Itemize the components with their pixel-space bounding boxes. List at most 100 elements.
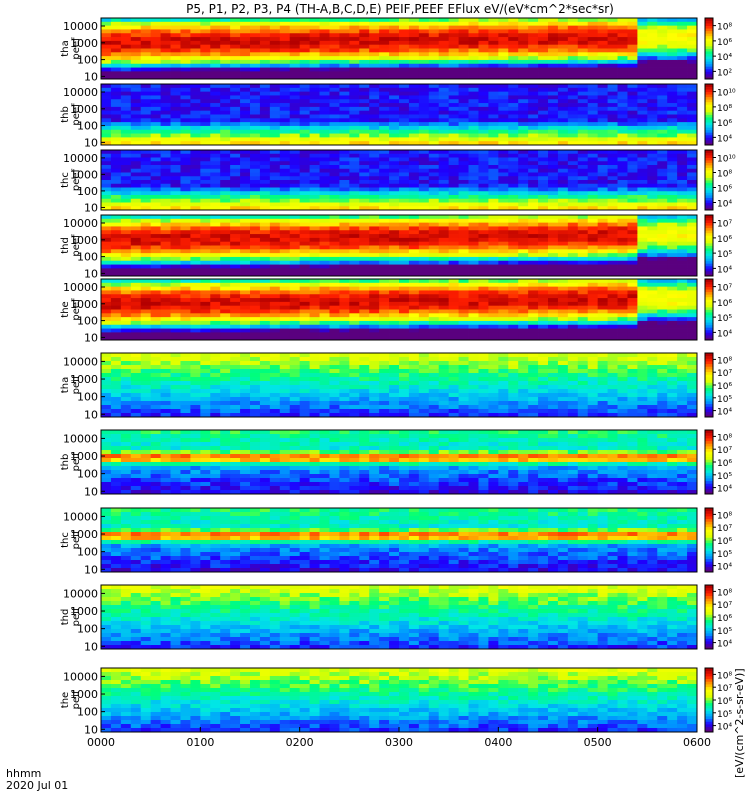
heatmap-cell [428, 264, 440, 269]
heatmap-cell [230, 320, 241, 326]
heatmap-cell [428, 153, 440, 158]
heatmap-cell [230, 71, 241, 76]
heatmap-cell [528, 40, 539, 46]
heatmap-cell [210, 234, 221, 239]
heatmap-cell [408, 222, 420, 227]
heatmap-cell [349, 87, 360, 93]
heatmap-cell [677, 202, 688, 207]
heatmap-cell [399, 191, 410, 196]
heatmap-cell [269, 226, 281, 231]
heatmap-cell [657, 122, 668, 127]
heatmap-cell [478, 336, 489, 341]
heatmap-cell [349, 48, 360, 53]
heatmap-cell [349, 67, 360, 72]
heatmap-cell [220, 282, 231, 288]
heatmap-cell [120, 118, 132, 123]
heatmap-cell [349, 241, 360, 246]
heatmap-cell [577, 237, 589, 243]
heatmap-cell [170, 309, 181, 314]
heatmap-cell [617, 215, 628, 220]
heatmap-cell [289, 59, 301, 65]
heatmap-cell [498, 268, 509, 273]
heatmap-cell [548, 52, 559, 57]
heatmap-cell [667, 103, 678, 108]
heatmap-cell [379, 161, 390, 166]
heatmap-cell [220, 52, 231, 57]
heatmap-cell [180, 40, 191, 46]
heatmap-cell [428, 21, 440, 27]
heatmap-cell [101, 180, 112, 185]
heatmap-cell [408, 260, 420, 265]
heatmap-cell [190, 328, 201, 333]
heatmap-cell [200, 168, 211, 173]
heatmap-cell [538, 191, 549, 196]
heatmap-cell [389, 324, 400, 329]
heatmap-cell [667, 59, 678, 65]
heatmap-cell [359, 198, 370, 203]
heatmap-cell [399, 137, 410, 142]
heatmap-cell [309, 91, 320, 96]
heatmap-cell [210, 25, 221, 30]
heatmap-cell [528, 59, 539, 65]
heatmap-cell [140, 290, 152, 295]
heatmap-cell [150, 122, 161, 127]
heatmap-cell [170, 286, 181, 291]
heatmap-cell [130, 298, 142, 303]
heatmap-cell [657, 137, 668, 142]
heatmap-cell [408, 67, 420, 72]
colorbar-tick-label: 10⁴ [717, 53, 732, 63]
heatmap-cell [150, 87, 161, 93]
heatmap-cell [637, 91, 648, 96]
heatmap-cell [250, 317, 261, 322]
heatmap-cell [448, 18, 459, 23]
heatmap-cell [180, 191, 191, 196]
heatmap-cell [587, 234, 599, 239]
heatmap-cell [488, 129, 499, 134]
heatmap-cell [617, 180, 628, 185]
heatmap-cell [637, 332, 648, 337]
heatmap-cell [101, 25, 112, 30]
heatmap-cell [468, 249, 479, 254]
heatmap-cell [259, 129, 271, 134]
heatmap-cell [349, 99, 360, 104]
heatmap-cell [279, 168, 291, 173]
heatmap-cell [408, 320, 420, 326]
heatmap-cell [567, 150, 579, 155]
heatmap-cell [190, 103, 201, 108]
heatmap-cell [379, 260, 390, 265]
heatmap-cell [657, 268, 668, 273]
heatmap-cell [597, 272, 608, 277]
heatmap-cell [498, 279, 509, 284]
heatmap-cell [369, 59, 380, 65]
heatmap-cell [399, 71, 410, 76]
heatmap-cell [607, 141, 618, 146]
heatmap-cell [548, 198, 559, 203]
heatmap-cell [448, 150, 459, 155]
heatmap-cell [508, 172, 519, 177]
heatmap-cell [289, 218, 301, 224]
heatmap-cell [319, 103, 330, 108]
heatmap-cell [508, 202, 519, 207]
heatmap-cell [667, 305, 678, 310]
heatmap-cell [399, 305, 410, 310]
colorbar-segment [705, 117, 713, 120]
heatmap-cell [299, 305, 310, 310]
heatmap-cell [269, 165, 281, 170]
heatmap-cell [408, 106, 420, 112]
heatmap-cell [557, 106, 569, 112]
heatmap-cell [120, 256, 132, 262]
heatmap-cell [657, 67, 668, 72]
heatmap-cell [190, 183, 201, 188]
heatmap-cell [339, 59, 350, 65]
heatmap-cell [269, 106, 281, 112]
heatmap-cell [200, 237, 211, 243]
heatmap-cell [200, 183, 211, 188]
heatmap-cell [399, 44, 410, 49]
heatmap-cell [200, 18, 211, 23]
heatmap-cell [518, 91, 529, 96]
heatmap-cell [528, 237, 539, 243]
heatmap-cell [110, 33, 122, 38]
heatmap-cell [130, 206, 142, 211]
heatmap-cell [110, 328, 122, 333]
heatmap-cell [418, 180, 430, 185]
